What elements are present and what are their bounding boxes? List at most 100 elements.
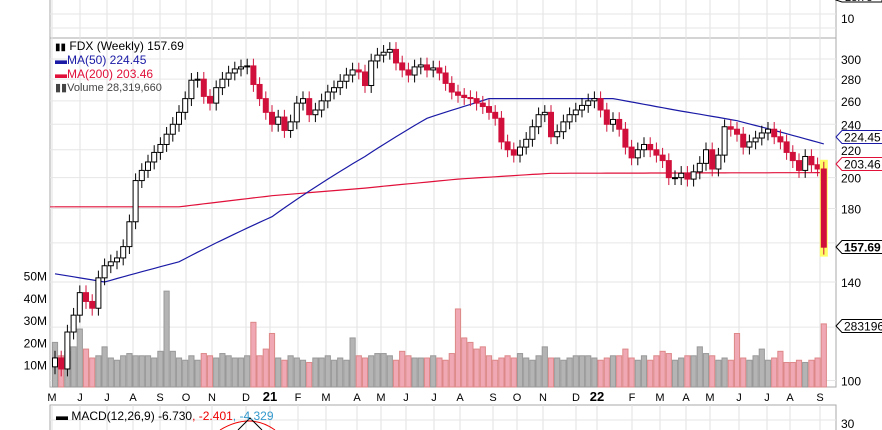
volume-tick: 10M [24,359,47,373]
top-tag [835,0,882,3]
volume-bar [337,357,344,388]
candle-body [486,106,492,113]
candle-body [188,79,195,100]
candle-body [734,128,740,135]
candle-body [448,82,455,93]
top-tick: 10 [841,12,855,26]
volume-bar [293,357,300,388]
volume-bar [151,357,158,388]
volume-bar [281,359,288,388]
candle-body [721,126,728,156]
volume-bar [764,359,772,388]
candle-body [244,65,251,68]
top-panel [49,0,837,39]
volume-bar [696,346,703,388]
candle-body [312,109,319,116]
volume-bar [411,357,418,388]
macd-tick: 30 [841,417,855,430]
candle-body [318,100,325,111]
ma50-tag-text: 224.45 [844,131,881,145]
legend-title-text: FDX (Weekly) 157.69 [69,39,184,53]
candle-body [337,80,344,89]
x-tick-label: J [736,392,742,404]
volume-bar [771,357,778,388]
candle-body [597,98,604,111]
x-tick-label: A [456,392,464,404]
legend-ma200-text: MA(200) 203.46 [67,67,154,81]
candle-body [541,111,548,116]
candle-body [653,149,660,156]
ma200-tag-text: 203.46 [844,158,881,172]
top-tag-text: 28.78 [845,0,873,4]
volume-bar [237,357,245,388]
volume-bar [231,357,238,388]
candle-body [585,100,592,106]
candle-body [89,300,96,309]
x-tick-label: S [489,392,496,404]
candle-body [727,126,734,130]
volume-bar [262,348,269,388]
volume-bar [95,355,102,388]
candle-body [740,133,747,148]
candle-body [634,149,641,159]
candle-body [647,143,654,151]
volume-bar [752,355,759,388]
legend-volume-text: Volume 28,319,660 [67,82,162,94]
candle-body [70,314,77,333]
candle-icon: ▮▮ [55,42,67,53]
candle-body [461,94,468,99]
price-tick: 220 [841,144,861,158]
volume-bar [808,359,815,388]
volume-bar [795,359,803,388]
volume-bar [504,355,511,388]
volume-bar [299,359,307,388]
legend-ma50-text: MA(50) 224.45 [67,53,147,67]
volume-bar [479,346,486,388]
candle-body [76,292,83,316]
x-tick-label: J [77,392,83,404]
candle-body [715,154,722,170]
volume-bar [386,355,393,388]
x-tick-label: M [655,392,664,404]
candle-body [132,180,139,223]
volume-bar [206,355,214,388]
volume-bar [733,332,741,388]
volume-bar [647,359,654,388]
candle-body [709,149,716,170]
x-tick-label: D [572,392,580,404]
candle-body [380,51,387,56]
volume-bar [721,357,728,388]
candle-body [262,98,269,113]
candle-body [411,66,418,76]
x-tick-label: O [182,392,191,404]
volume-bar [219,353,226,388]
volume-bar [814,357,821,388]
x-tick-label: S [816,392,823,404]
volume-bar [107,357,114,388]
legend-volume: ▮▮Volume 28,319,660 [55,81,162,95]
candle-body [802,155,809,171]
macd-hist: -4.329 [239,409,274,423]
volume-bar [566,357,573,388]
candle-body [758,132,765,139]
candle-body [572,109,579,116]
volume-tick: 40M [24,292,47,306]
candle-body [814,164,821,170]
candle-body [424,64,430,71]
ma200-tag [835,157,882,171]
volume-bar [684,355,691,388]
candle-body [610,118,616,125]
candle-body [176,111,182,125]
volume-bar [132,355,139,388]
candle-body [498,117,505,143]
candle-body [355,69,362,73]
volume-bar [702,353,710,388]
legend-ma200: ▬MA(200) 203.46 [55,67,154,81]
candle-body [293,102,300,123]
candle-body [436,67,443,74]
x-tick-label: 22 [590,389,604,404]
ma50-tag [835,130,882,144]
volume-bar [392,359,400,388]
volume-bar [355,355,362,388]
